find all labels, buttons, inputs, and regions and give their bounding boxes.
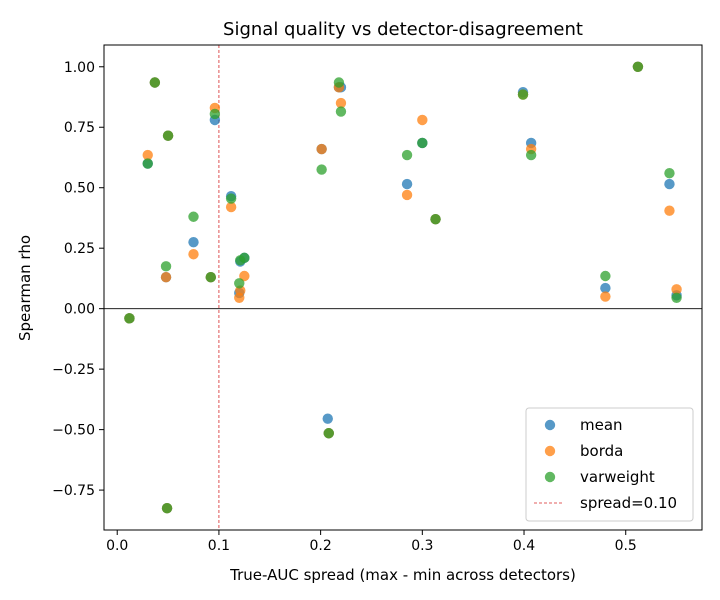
point-borda-17 xyxy=(401,189,413,201)
point-varweight-8 xyxy=(209,108,221,120)
point-varweight-4 xyxy=(161,503,173,514)
x-axis: 0.0 0.1 0.2 0.3 0.4 0.5 xyxy=(106,530,637,554)
point-borda-25 xyxy=(671,284,682,295)
point-varweight-19 xyxy=(430,213,441,225)
point-borda-6 xyxy=(188,249,199,260)
x-tick-label: 0.1 xyxy=(208,538,230,554)
point-varweight-16 xyxy=(335,106,347,117)
y-axis: −0.75 −0.50 −0.25 0.00 0.25 0.50 0.75 1.00 xyxy=(52,60,104,499)
x-tick-label: 0.3 xyxy=(411,538,433,554)
point-varweight-3 xyxy=(160,261,172,272)
legend-label-spread: spread=0.10 xyxy=(580,494,677,512)
point-varweight-9 xyxy=(225,193,237,204)
point-varweight-2 xyxy=(149,77,161,88)
plot-area xyxy=(104,45,702,530)
y-tick-label: 0.00 xyxy=(64,302,95,318)
point-borda-12 xyxy=(239,270,250,282)
point-borda-1 xyxy=(142,149,153,161)
point-borda-13 xyxy=(316,143,327,155)
point-varweight-7 xyxy=(205,272,216,283)
point-varweight-1 xyxy=(142,158,153,169)
point-borda-24 xyxy=(664,205,675,216)
legend-label-borda: borda xyxy=(580,442,623,460)
x-tick-label: 0.0 xyxy=(106,538,128,554)
y-tick-label: −0.50 xyxy=(52,423,95,439)
series-varweight xyxy=(124,61,682,514)
y-tick-label: 1.00 xyxy=(64,60,95,76)
x-tick-label: 0.4 xyxy=(513,538,535,554)
point-mean-23 xyxy=(600,282,611,294)
y-tick-label: 0.50 xyxy=(64,181,95,197)
point-varweight-6 xyxy=(188,211,199,222)
y-tick-label: 0.75 xyxy=(64,120,95,136)
point-mean-25 xyxy=(664,178,675,190)
legend-label-varweight: varweight xyxy=(580,468,655,486)
point-borda-3 xyxy=(160,272,172,283)
legend-box xyxy=(525,407,694,522)
point-varweight-14 xyxy=(323,428,334,439)
point-varweight-12 xyxy=(239,252,250,264)
point-borda-16 xyxy=(335,97,347,109)
x-tick-label: 0.5 xyxy=(615,538,637,554)
point-borda-9 xyxy=(225,201,237,213)
point-mean-18 xyxy=(401,178,413,190)
point-borda-18 xyxy=(417,114,428,126)
y-axis-label: Spearman rho xyxy=(16,235,34,341)
point-varweight-23 xyxy=(632,61,644,72)
legend-marker-borda xyxy=(544,445,556,457)
point-varweight-18 xyxy=(417,137,428,149)
point-varweight-13 xyxy=(316,164,327,175)
legend-label-mean: mean xyxy=(580,416,623,434)
x-tick-label: 0.2 xyxy=(309,538,331,554)
point-varweight-17 xyxy=(401,149,413,161)
point-varweight-24 xyxy=(664,168,675,179)
x-axis-label: True-AUC spread (max - min across detect… xyxy=(229,566,576,584)
y-tick-label: −0.25 xyxy=(52,362,95,378)
point-mean-14 xyxy=(322,413,333,424)
point-varweight-25 xyxy=(671,292,682,303)
y-tick-label: 0.25 xyxy=(64,241,95,257)
y-tick-label: −0.75 xyxy=(52,483,95,499)
point-varweight-0 xyxy=(124,313,135,324)
legend: mean borda varweight spread=0.10 xyxy=(525,407,694,522)
point-varweight-22 xyxy=(600,270,611,282)
chart-title: Signal quality vs detector-disagreement xyxy=(223,19,583,40)
legend-marker-varweight xyxy=(544,471,556,483)
point-varweight-5 xyxy=(162,130,174,141)
point-varweight-15 xyxy=(333,77,345,88)
point-borda-22 xyxy=(600,291,611,302)
point-varweight-10 xyxy=(234,278,245,289)
plot-frame xyxy=(103,44,703,531)
point-varweight-21 xyxy=(525,149,537,161)
legend-marker-mean xyxy=(544,419,556,431)
point-varweight-20 xyxy=(517,89,529,100)
point-mean-6 xyxy=(188,236,199,248)
